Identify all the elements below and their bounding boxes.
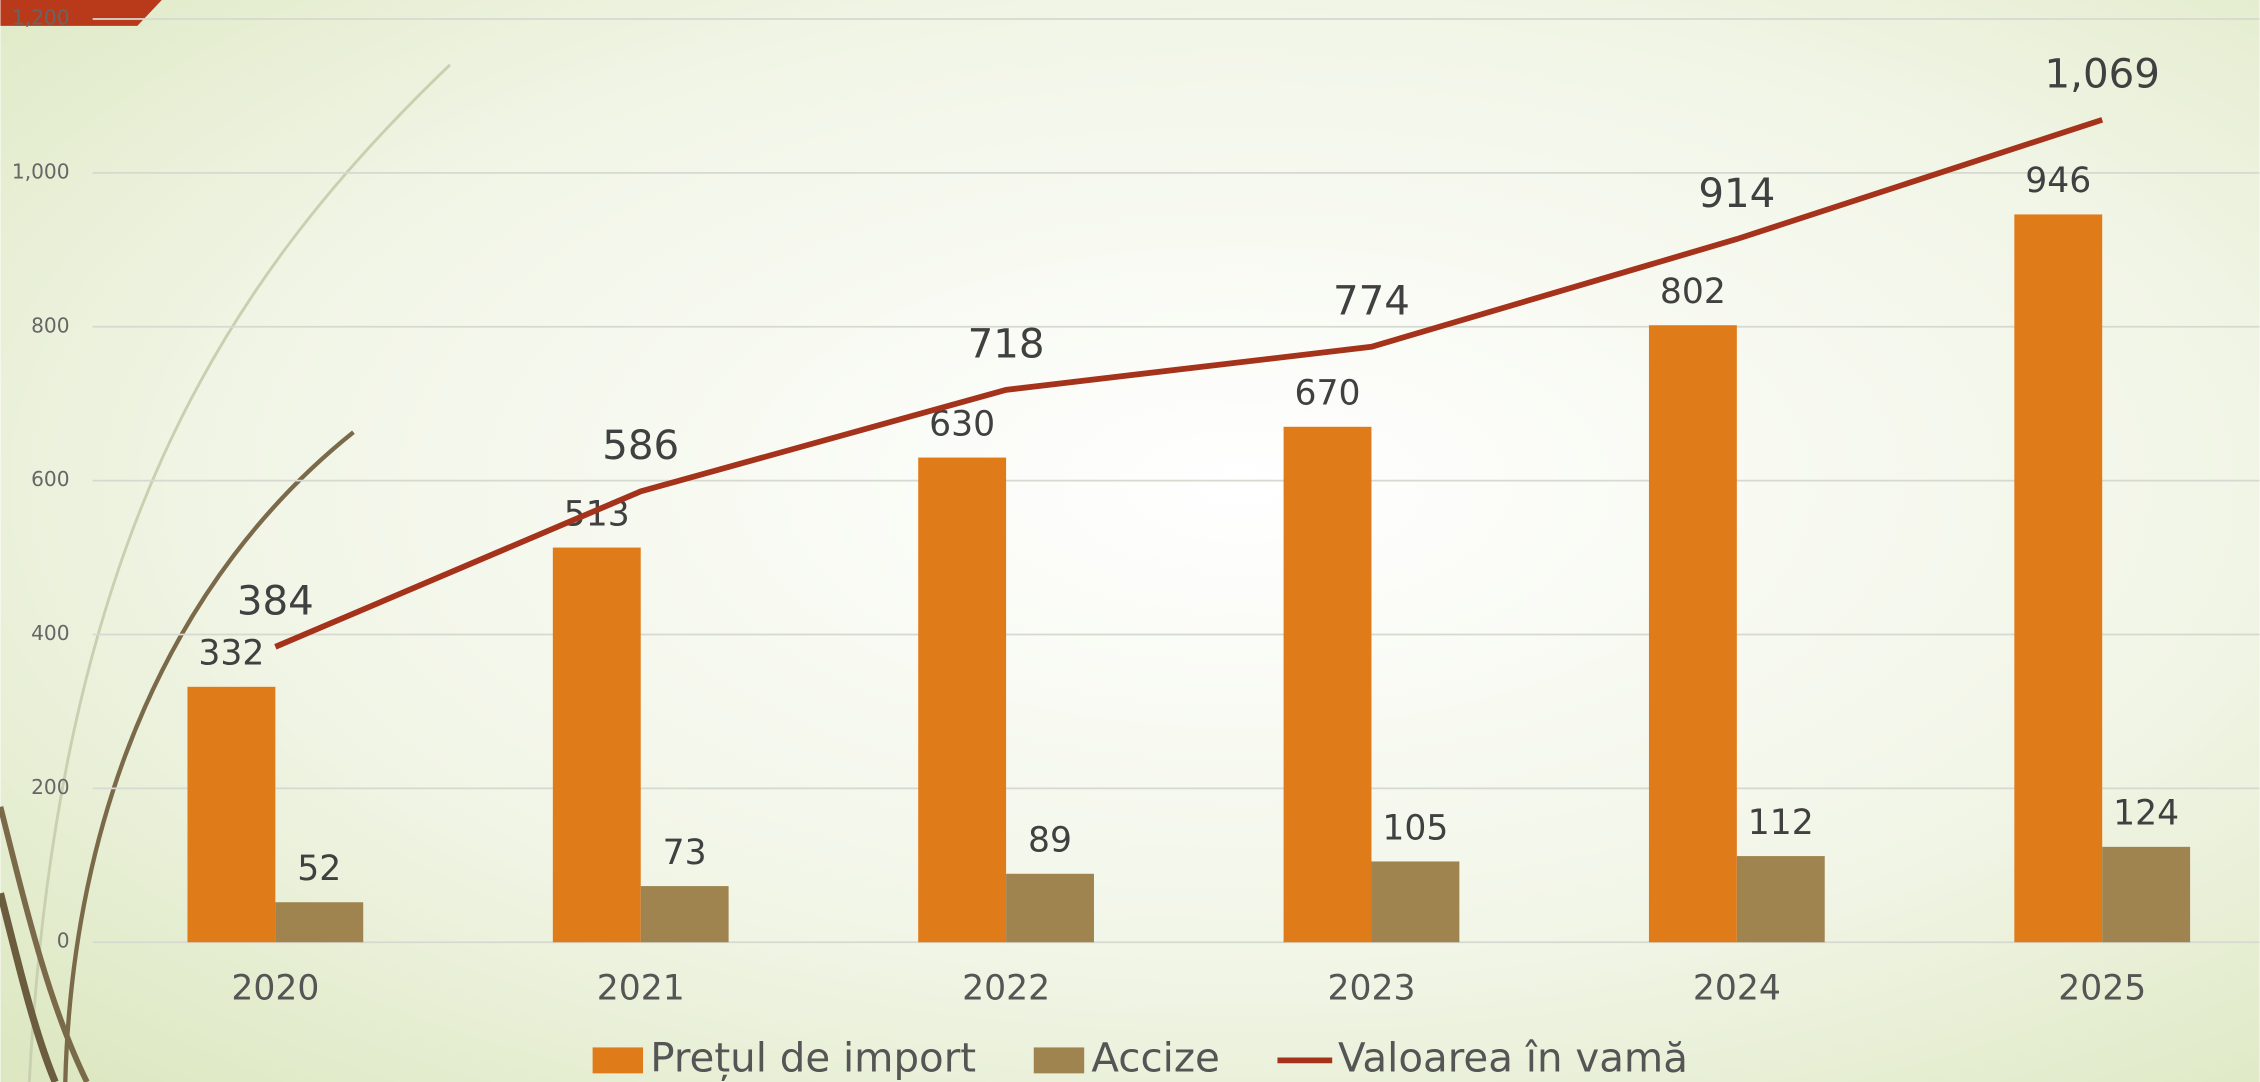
y-tick-label: 1,200: [12, 6, 70, 30]
x-tick-label: 2022: [962, 968, 1050, 1008]
x-tick-label: 2021: [597, 968, 685, 1008]
y-tick-label: 600: [31, 467, 69, 491]
value-label: 802: [1660, 272, 1726, 312]
value-label: 52: [297, 849, 341, 889]
page: {"chart_data": {"type": "bar", "categori…: [0, 0, 2260, 1082]
y-tick-label: 200: [31, 775, 69, 799]
x-tick-label: 2023: [1327, 968, 1415, 1008]
bar: [641, 886, 729, 942]
value-label: 332: [198, 634, 264, 674]
value-label: 774: [1333, 278, 1410, 325]
y-tick-label: 1,000: [12, 159, 70, 183]
value-label: 946: [2025, 161, 2091, 201]
value-label: 1,069: [2044, 51, 2159, 98]
legend-label: Accize: [1091, 1034, 1219, 1081]
chart: 0 200 400 600 800 1,000 1,200 2020 2021 2022 2023 2…: [0, 0, 2260, 1082]
bar: [1006, 874, 1094, 942]
bar: [187, 687, 275, 942]
value-label: 105: [1382, 808, 1448, 848]
bar: [1649, 325, 1737, 942]
value-label: 73: [663, 833, 707, 873]
value-label: 112: [1748, 803, 1814, 843]
bar: [275, 902, 363, 942]
x-tick-label: 2024: [1693, 968, 1781, 1008]
legend-swatch: [593, 1047, 643, 1073]
x-tick-label: 2020: [231, 968, 319, 1008]
value-label: 586: [602, 422, 679, 469]
y-tick-label: 400: [31, 621, 69, 645]
legend-label: Valoarea în vamă: [1338, 1034, 1688, 1081]
y-tick-label: 800: [31, 313, 69, 337]
bar: [2102, 847, 2190, 942]
bar: [553, 548, 641, 943]
legend-label: Prețul de import: [650, 1034, 976, 1081]
bar: [1371, 861, 1459, 942]
value-label: 124: [2113, 794, 2179, 834]
x-tick-label: 2025: [2058, 968, 2146, 1008]
value-label: 670: [1295, 374, 1361, 414]
legend-swatch: [1034, 1047, 1084, 1073]
value-label: 89: [1028, 821, 1072, 861]
bar: [2014, 214, 2102, 942]
value-label: 384: [237, 578, 314, 625]
bar: [1737, 856, 1825, 942]
y-tick-label: 0: [57, 929, 70, 953]
bar: [918, 458, 1006, 943]
bar: [1284, 427, 1372, 942]
value-label: 718: [968, 321, 1045, 368]
value-label: 914: [1698, 170, 1775, 217]
